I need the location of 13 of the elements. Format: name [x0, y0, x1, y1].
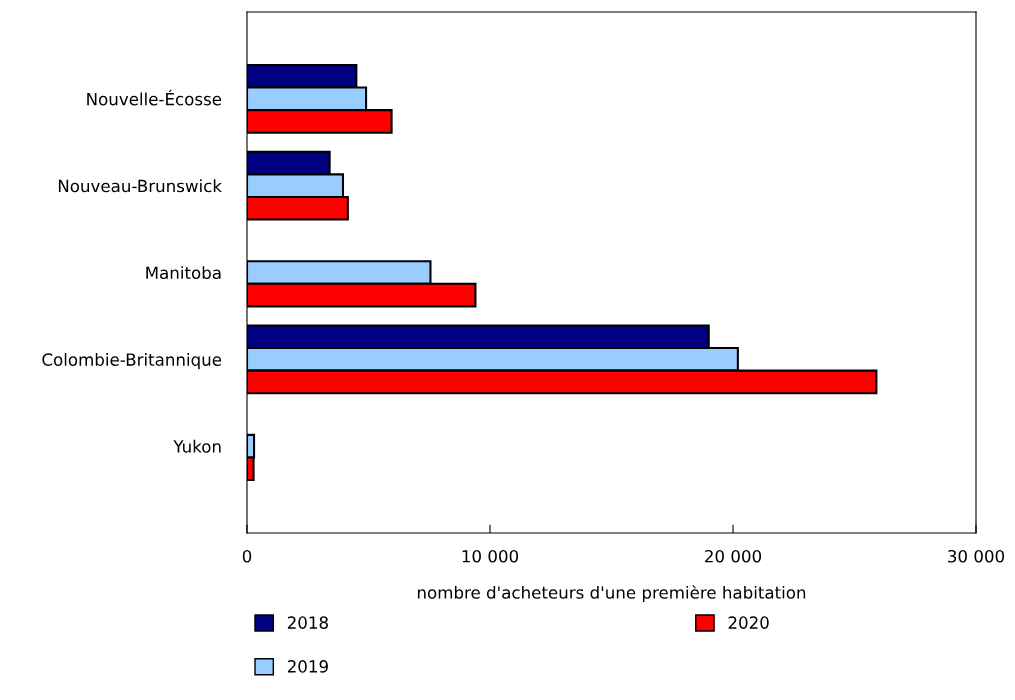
x-tick-label: 20 000	[705, 549, 762, 563]
y-tick-label: Manitoba	[146, 266, 221, 280]
y-tick-label: Colombie-Britannique	[42, 353, 222, 370]
y-tick-label: Nouveau-Brunswick	[58, 179, 222, 193]
y-tick-label: Nouvelle-Écosse	[87, 89, 222, 106]
legend-label: 2018	[287, 616, 328, 629]
legend-label: 2019	[287, 660, 328, 673]
x-tick-label: 10 000	[462, 549, 519, 563]
x-tick-label: 30 000	[948, 549, 1005, 563]
x-tick-label: 0	[242, 549, 252, 563]
x-axis-title: nombre d'acheteurs d'une première habitation	[417, 585, 806, 603]
y-tick-label: Yukon	[173, 439, 221, 453]
legend-label: 2020	[728, 616, 769, 629]
